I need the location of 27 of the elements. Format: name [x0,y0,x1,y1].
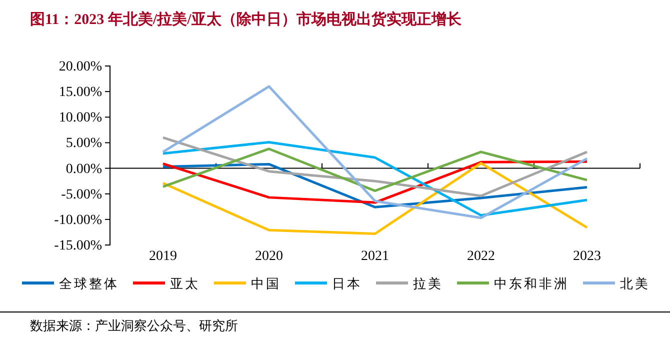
y-tick-label: 5.00% [66,136,102,152]
legend-label: 中国 [251,276,281,291]
source-note: 数据来源：产业洞察公众号、研究所 [30,318,238,333]
y-tick-label: -15.00% [54,238,102,254]
legend-label: 中东和非洲 [494,276,569,291]
legend-label: 日本 [332,276,362,291]
line-series [162,140,588,217]
x-tick-label: 2021 [361,249,389,264]
line-series [162,148,588,192]
line-series [162,85,588,220]
y-tick-label: 0.00% [66,162,102,177]
x-tick-label: 2020 [255,249,283,264]
y-tick-label: 20.00% [58,59,102,74]
y-tick-label: 15.00% [58,85,102,100]
y-tick-label: -10.00% [54,212,102,228]
line-series [162,136,588,198]
legend-label: 北美 [620,276,650,291]
legend-label: 拉美 [413,276,443,291]
chart-title: 图11：2023 年北美/拉美/亚太（除中日）市场电视出货实现正增长 [30,10,462,28]
y-tick-label: 10.00% [58,110,102,126]
line-series [162,162,588,235]
x-tick-label: 2023 [573,249,601,264]
legend-label: 亚太 [170,276,200,291]
legend-label: 全球整体 [59,276,119,291]
x-tick-label: 2019 [149,249,177,264]
x-tick-label: 2022 [467,249,495,264]
y-tick-label: -5.00% [61,187,102,202]
